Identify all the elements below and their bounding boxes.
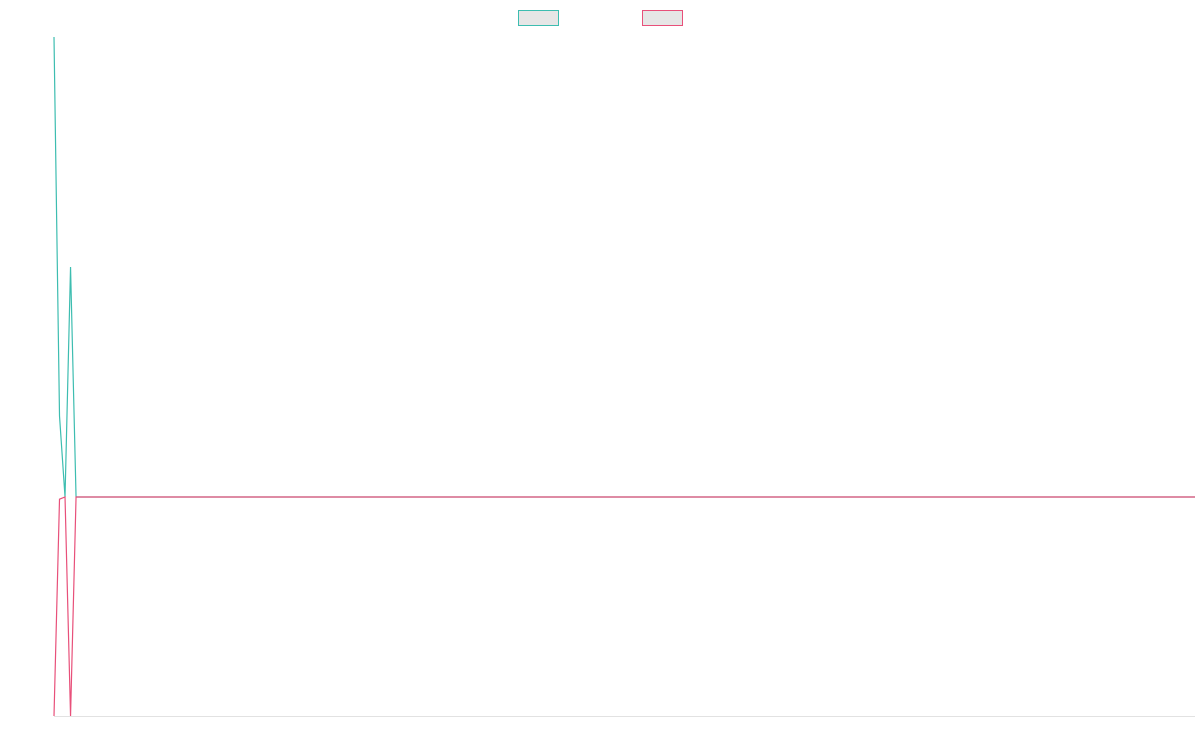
legend-swatch[interactable] <box>642 10 683 26</box>
series-line <box>53 496 1195 717</box>
series-line <box>53 36 1195 498</box>
legend-swatch[interactable] <box>518 10 559 26</box>
